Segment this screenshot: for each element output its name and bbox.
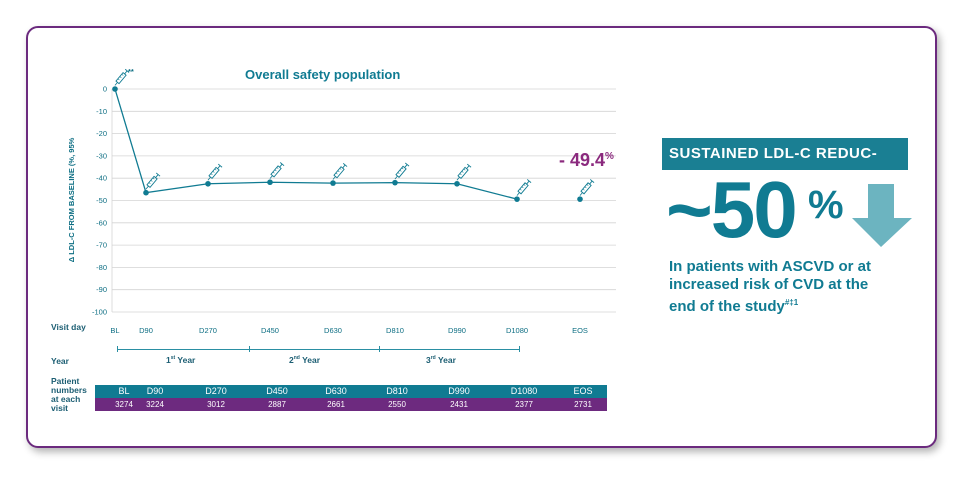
year-row-label: Year [51,356,69,366]
annotation-unit: % [605,151,614,162]
data-point [330,180,336,186]
patient-count-cell: 2661 [327,400,345,409]
y-tick-label: -40 [96,174,107,183]
year-3-label: 3rd Year [426,355,456,365]
visit-header-cell: D90 [146,386,164,396]
visit-header-cell: D270 [205,386,227,396]
year-word: Year [437,355,456,365]
year-2-label: 2nd Year [289,355,320,365]
visit-header-cell: D990 [448,386,470,396]
sustained-reduction-banner: SUSTAINED LDL-C REDUC- [662,138,908,170]
patient-count-cell: 2431 [450,400,468,409]
year-word: Year [177,355,196,365]
year-tick [379,346,380,352]
patient-count-cell: 2731 [574,400,592,409]
year-1-label: 1st Year [166,355,195,365]
y-axis-label: Δ LDL-C FROM BASELINE (%, 95% [67,137,76,262]
data-point [143,189,149,196]
year-suffix: rd [430,355,436,362]
syringe-icon [269,162,285,179]
syringe-icon [207,163,223,181]
big-reduction-unit: % [808,183,844,227]
annotation-value: - 49.4 [559,150,606,170]
y-tick-label: -100 [92,308,107,317]
year-number: 3 [426,355,431,365]
year-number: 1 [166,355,171,365]
syringe-icon [145,172,161,190]
y-tick-label: -10 [96,107,107,116]
syringe-icon [516,179,532,196]
patient-count-cell: 2550 [388,400,406,409]
visit-header-cell: D1080 [510,386,538,396]
patient-count-row: 3274 3224 3012 2887 2661 2550 2431 2377 … [95,398,607,411]
patient-count-cell: 3274 [115,400,133,409]
y-tick-label: -50 [96,196,107,205]
data-point [454,180,460,187]
reduction-description: In patients with ASCVD or at increased r… [669,258,899,316]
chart-title: Overall safety population [245,67,401,82]
y-tick-label: -70 [96,241,107,250]
x-tick-label: D630 [324,326,342,335]
syringe-icon [394,162,410,180]
data-point [392,179,398,186]
description-text: In patients with ASCVD or at increased r… [669,258,871,315]
visit-header-cell: D450 [266,386,288,396]
content-card [26,26,937,448]
down-arrow-shape [852,184,912,247]
visit-header-cell: D630 [325,386,347,396]
year-suffix: st [170,355,176,362]
y-tick-label: -80 [96,263,107,272]
x-tick-label: D450 [261,326,279,335]
patient-numbers-line: visit [51,403,69,413]
year-suffix: nd [293,355,300,362]
x-tick-label: EOS [572,326,588,335]
down-arrow-icon [852,184,912,247]
data-point [267,179,273,186]
visit-header-cell: BL [118,386,130,396]
x-tick-label: D990 [448,326,466,335]
year-word: Year [302,355,321,365]
data-point [112,86,118,92]
series-line [114,88,518,200]
x-tick-label: BL [110,326,119,335]
year-tick [249,346,250,352]
y-tick-label: -20 [96,129,107,138]
y-tick-label: -90 [96,285,107,294]
x-tick-label: D90 [139,326,153,335]
patient-count-cell: 3012 [207,400,225,409]
syringe-icon [114,68,130,86]
y-tick-label: -60 [96,218,107,227]
patient-numbers-line: Patient [51,376,80,386]
visit-header-row: BL D90 D270 D450 D630 D810 D990 D1080 EO… [95,385,607,398]
visit-header-cell: D810 [386,386,408,396]
patient-count-cell: 2377 [515,400,533,409]
x-tick-label: D1080 [506,326,528,335]
year-tick [519,346,520,352]
year-timeline [117,349,519,350]
y-tick-label: -30 [96,151,107,160]
visit-day-label: Visit day [51,322,86,332]
syringe-icon [332,163,348,180]
description-footnote: #‡1 [784,298,799,307]
data-point [514,196,520,202]
patient-numbers-label: Patient numbers at each visit [51,377,87,413]
visit-header-cell: EOS [573,386,593,396]
result-annotation: - 49.4% [559,150,614,171]
patient-count-cell: 3224 [146,400,164,409]
data-point [577,196,583,202]
y-tick-label: 0 [103,85,107,94]
year-tick [117,346,118,352]
patient-numbers-line: at each [51,394,81,404]
patient-numbers-line: numbers [51,385,87,395]
syringe-icon [579,179,595,196]
x-tick-label: D270 [199,326,217,335]
data-point [205,180,211,187]
x-tick-label: D810 [386,326,404,335]
syringe-icon [456,163,472,181]
patient-count-cell: 2887 [268,400,286,409]
big-reduction-number: ~50 [666,165,798,254]
first-marker-note: ** [128,67,134,76]
year-number: 2 [289,355,294,365]
